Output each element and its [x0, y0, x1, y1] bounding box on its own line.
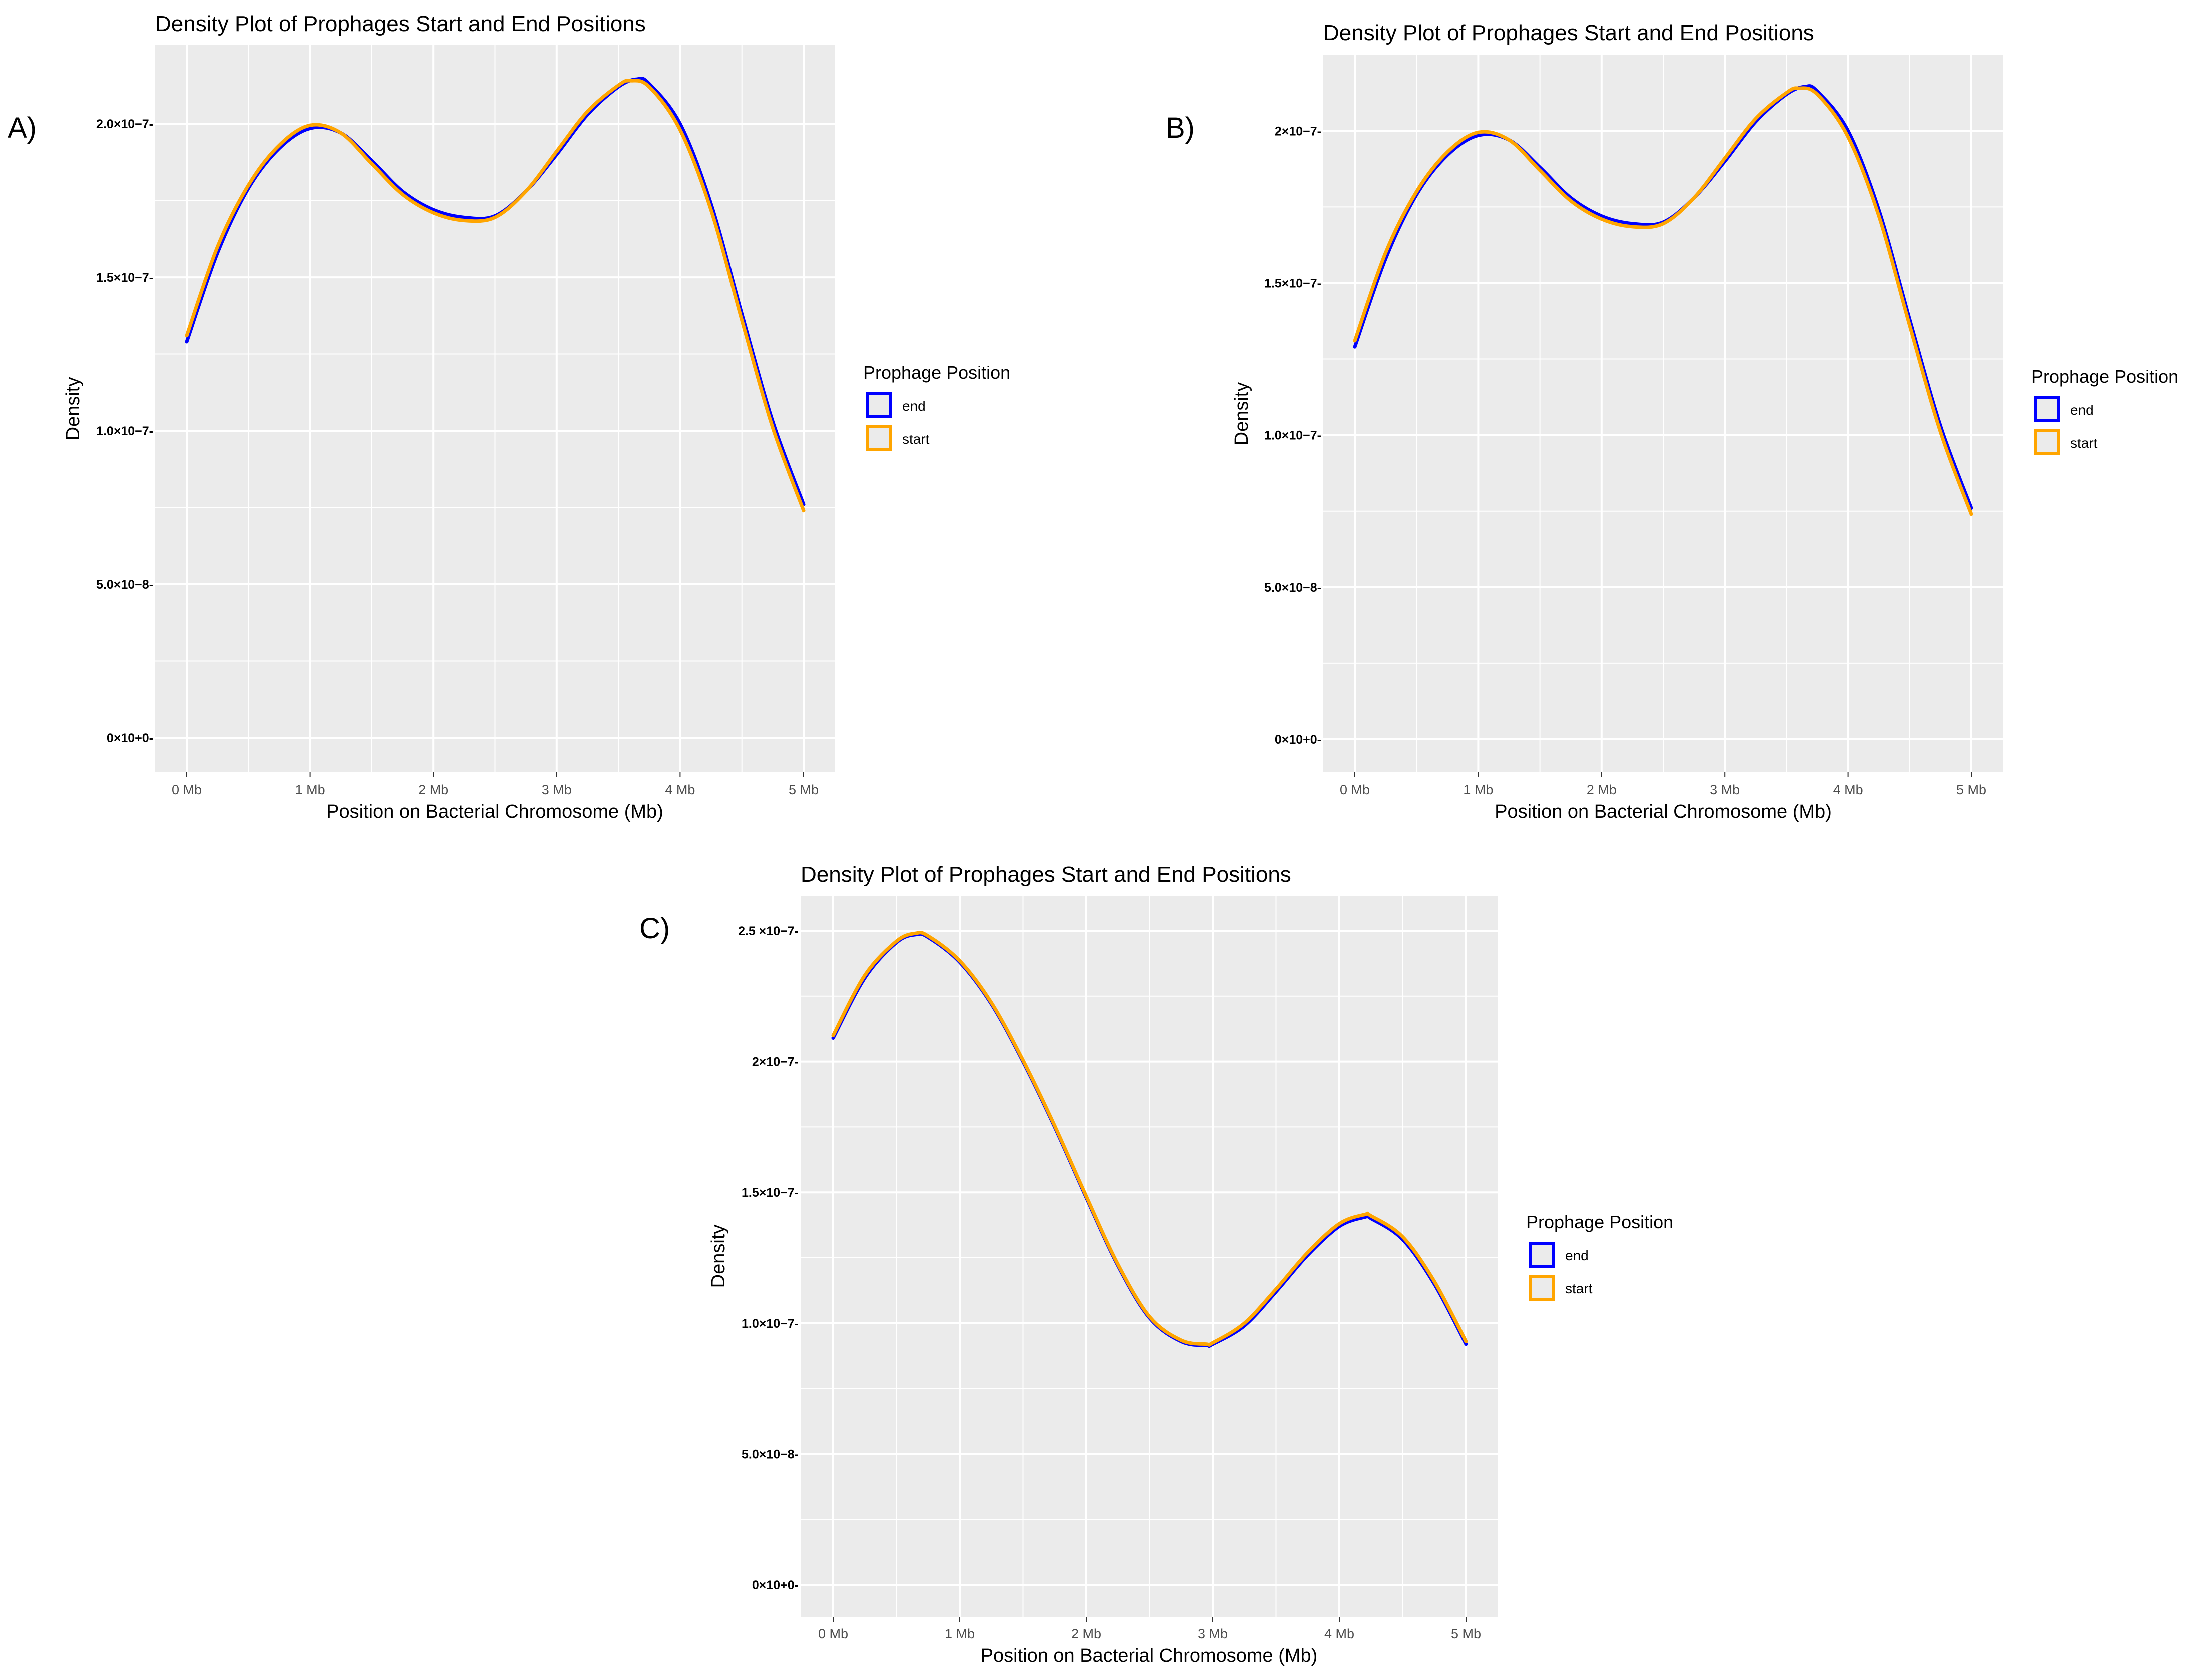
x-tick-label: 3 Mb — [542, 782, 572, 797]
legend-key-end — [2034, 396, 2060, 422]
density-line-start — [185, 79, 806, 513]
chart-panel: 0×10+0- 5.0×10−8- 1.0×10−7- 1.5×10−7- 2.0×10… — [8, 12, 1010, 822]
legend: Prophage Position end start — [1526, 1212, 1673, 1301]
legend-key-end — [1529, 1242, 1555, 1268]
panel-label: B) — [1166, 112, 1195, 144]
legend-title: Prophage Position — [2031, 366, 2178, 387]
x-tick-label: 1 Mb — [945, 1626, 975, 1641]
y-axis-label: Density — [708, 1225, 729, 1288]
y-tick-label: 0×10+0- — [752, 1578, 799, 1592]
y-tick-label: 5.0×10−8- — [742, 1447, 799, 1461]
panel-label: C) — [639, 912, 670, 945]
density-line-start — [831, 931, 1468, 1347]
y-tick-label: 1.0×10−7- — [742, 1317, 799, 1331]
y-tick-label: 1.5×10−7- — [1264, 276, 1321, 290]
chart-panel: 0×10+0- 5.0×10−8- 1.0×10−7- 1.5×10−7- 2×10−7… — [639, 862, 1673, 1666]
x-tick-label: 4 Mb — [1324, 1626, 1354, 1641]
y-tick-label: 0×10+0- — [1275, 733, 1321, 747]
y-tick-label: 1.5×10−7- — [96, 271, 153, 285]
legend-key-start — [1529, 1275, 1555, 1301]
x-tick-label: 2 Mb — [1071, 1626, 1101, 1641]
x-tick-label: 4 Mb — [665, 782, 695, 797]
legend-label-start: start — [2070, 435, 2098, 451]
x-tick-label: 0 Mb — [818, 1626, 848, 1641]
legend-label-end: end — [902, 398, 926, 414]
legend-label-end: end — [1565, 1248, 1589, 1263]
x-tick-label: 5 Mb — [789, 782, 819, 797]
legend-key-start — [2034, 429, 2060, 455]
x-tick-label: 3 Mb — [1198, 1626, 1228, 1641]
y-tick-label: 2×10−7- — [752, 1055, 799, 1069]
density-line-start — [1353, 86, 1973, 516]
y-tick-label: 1.0×10−7- — [1264, 429, 1321, 443]
y-tick-label: 5.0×10−8- — [1264, 581, 1321, 595]
y-axis-label: Density — [1231, 382, 1252, 446]
y-tick-label: 1.0×10−7- — [96, 424, 153, 438]
legend: Prophage Position end start — [2031, 366, 2178, 455]
x-tick-label: 5 Mb — [1451, 1626, 1481, 1641]
x-tick-label: 1 Mb — [295, 782, 325, 797]
legend-title: Prophage Position — [863, 362, 1010, 383]
legend-label-start: start — [902, 431, 930, 447]
x-tick-label: 2 Mb — [418, 782, 448, 797]
legend: Prophage Position end start — [863, 362, 1010, 451]
x-tick-label: 5 Mb — [1956, 782, 1986, 797]
x-tick-label: 0 Mb — [1340, 782, 1370, 797]
y-axis-label: Density — [63, 377, 84, 441]
legend-key-start — [866, 425, 892, 451]
x-axis-label: Position on Bacterial Chromosome (Mb) — [1495, 801, 1832, 822]
panel-label: A) — [8, 112, 37, 144]
legend-key-end — [866, 392, 892, 418]
y-tick-label: 2.5 ×10−7- — [738, 924, 799, 938]
x-tick-label: 2 Mb — [1587, 782, 1617, 797]
x-tick-label: 4 Mb — [1833, 782, 1863, 797]
x-axis-label: Position on Bacterial Chromosome (Mb) — [326, 801, 663, 822]
y-tick-label: 5.0×10−8- — [96, 578, 153, 592]
y-tick-label: 0×10+0- — [107, 731, 153, 745]
chart-panel: 0×10+0- 5.0×10−8- 1.0×10−7- 1.5×10−7- 2×10−7… — [1166, 21, 2178, 822]
chart-title: Density Plot of Prophages Start and End … — [801, 862, 1291, 887]
chart-title: Density Plot of Prophages Start and End … — [1323, 21, 1814, 45]
legend-label-end: end — [2070, 402, 2094, 418]
legend-label-start: start — [1565, 1281, 1593, 1296]
legend-title: Prophage Position — [1526, 1212, 1673, 1232]
x-tick-label: 1 Mb — [1463, 782, 1493, 797]
y-tick-label: 1.5×10−7- — [742, 1186, 799, 1200]
x-axis-label: Position on Bacterial Chromosome (Mb) — [981, 1645, 1318, 1666]
y-tick-label: 2×10−7- — [1275, 124, 1321, 138]
x-tick-label: 0 Mb — [172, 782, 202, 797]
chart-title: Density Plot of Prophages Start and End … — [155, 12, 646, 36]
y-tick-label: 2.0×10−7- — [96, 117, 153, 131]
x-tick-label: 3 Mb — [1710, 782, 1740, 797]
